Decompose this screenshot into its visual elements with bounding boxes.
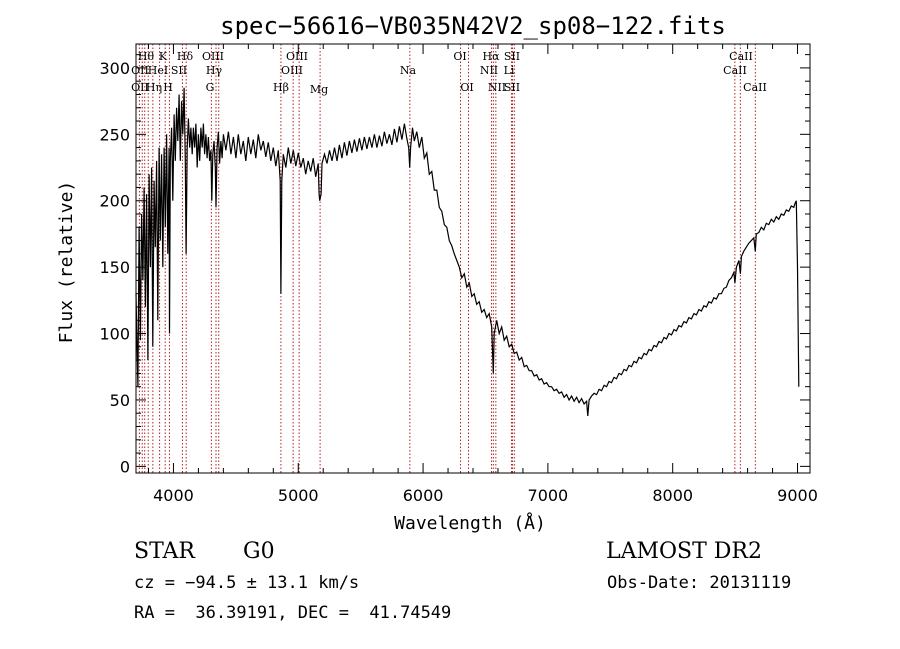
x-tick-label-2: 6000 bbox=[403, 486, 444, 505]
y-tick-label-5: 250 bbox=[99, 125, 130, 144]
line-label-19: Hα bbox=[482, 50, 500, 63]
y-tick-label-6: 300 bbox=[99, 59, 130, 78]
line-label-7: SII bbox=[171, 64, 187, 77]
x-axis-label: Wavelength (Å) bbox=[394, 512, 546, 534]
x-tick-label-0: 4000 bbox=[153, 486, 194, 505]
x-tick-label-1: 5000 bbox=[278, 486, 319, 505]
redshift-value: cz = −94.5 ± 13.1 km/s bbox=[134, 573, 360, 593]
line-label-17: OI bbox=[453, 50, 466, 63]
line-label-27: CaII bbox=[743, 81, 767, 94]
line-label-12: Hβ bbox=[273, 81, 289, 94]
y-axis: 0 50 100 150 200 250 300 bbox=[99, 54, 810, 476]
line-label-6: H bbox=[163, 81, 173, 94]
line-label-9: OIII bbox=[202, 50, 224, 63]
chart-title: spec−56616−VB035N42V2_sp08−122.fits bbox=[220, 12, 726, 40]
line-label-26: CaII bbox=[723, 64, 747, 77]
line-label-18: OI bbox=[460, 81, 473, 94]
line-label-4: HeI bbox=[148, 64, 168, 77]
obs-date: Obs-Date: 20131119 bbox=[607, 573, 792, 593]
y-tick-label-4: 200 bbox=[99, 192, 130, 211]
object-type: STAR bbox=[134, 539, 195, 564]
line-label-14: OIII bbox=[281, 64, 303, 77]
line-label-21: NII bbox=[480, 64, 498, 77]
survey-name: LAMOST DR2 bbox=[606, 539, 762, 564]
emission-line-markers bbox=[138, 44, 756, 473]
line-label-20: SII bbox=[504, 50, 520, 63]
line-label-3: Hη bbox=[146, 81, 162, 94]
line-label-24: SII bbox=[504, 81, 520, 94]
y-tick-label-2: 100 bbox=[99, 325, 130, 344]
subclass: G0 bbox=[243, 539, 275, 564]
line-label-11: G bbox=[206, 81, 215, 94]
x-tick-label-3: 7000 bbox=[528, 486, 569, 505]
line-label-5: K bbox=[159, 50, 168, 63]
plot-frame bbox=[135, 43, 811, 474]
line-label-8: Hδ bbox=[177, 50, 194, 63]
x-tick-label-4: 8000 bbox=[652, 486, 693, 505]
x-axis: 4000 5000 6000 7000 8000 9000 bbox=[147, 44, 818, 505]
y-tick-label-3: 150 bbox=[99, 258, 130, 277]
line-label-25: CaII bbox=[729, 50, 753, 63]
line-label-15: Mg bbox=[310, 83, 328, 96]
line-label-0: Hθ bbox=[138, 50, 155, 63]
line-label-22: Li bbox=[504, 64, 515, 77]
line-label-1: OII bbox=[131, 64, 149, 77]
y-tick-label-1: 50 bbox=[110, 391, 130, 410]
line-label-13: OIII bbox=[286, 50, 308, 63]
y-axis-label: Flux (relative) bbox=[56, 181, 77, 344]
spectrum-line bbox=[135, 87, 800, 416]
line-label-10: Hγ bbox=[206, 64, 223, 77]
x-tick-label-5: 9000 bbox=[777, 486, 818, 505]
line-label-23: NII bbox=[488, 81, 506, 94]
coordinates: RA = 36.39191, DEC = 41.74549 bbox=[134, 603, 452, 623]
line-label-16: Na bbox=[400, 64, 417, 77]
y-tick-label-0: 0 bbox=[120, 457, 130, 476]
